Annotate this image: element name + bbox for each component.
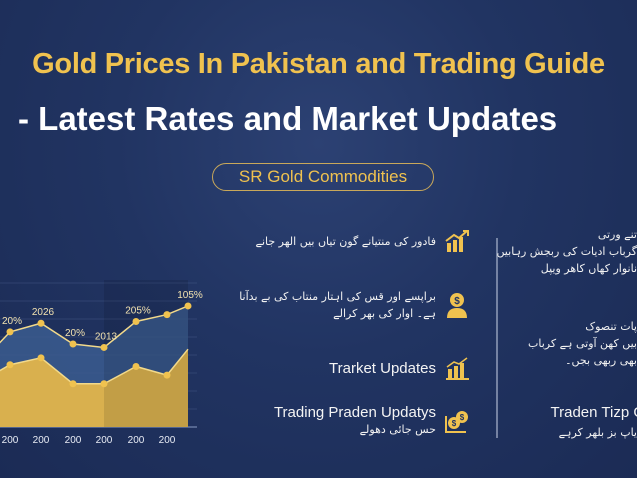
lower-point: [132, 362, 140, 370]
lower-point: [100, 380, 108, 388]
data-label: 2026: [32, 307, 55, 318]
x-tick-label: 200: [2, 435, 19, 446]
feature-text: فادور کی منتیانے گون تیاں بیں الھر جانے: [255, 234, 437, 248]
svg-text:$: $: [460, 413, 465, 422]
shaded-band: [104, 280, 188, 427]
svg-text:$: $: [452, 419, 457, 428]
upper-point: [132, 318, 140, 326]
feature-item: براپسے اور قس کی اہتار منتاب کی بے بدآنا…: [236, 288, 470, 322]
person-dollar-icon: $: [447, 293, 467, 318]
data-label: 20%: [2, 316, 22, 327]
column-divider: [496, 238, 498, 438]
bar-chart-up-icon: [445, 230, 469, 252]
data-label: 205%: [125, 306, 151, 317]
right-text-block: پات تنصوک بیں کھن آوتی ہے کرباب بھی ربھی…: [528, 320, 637, 367]
lower-line: [0, 348, 189, 385]
coins-dollar-icon: $$: [445, 411, 468, 433]
lower-point: [163, 371, 171, 379]
feature-text: براپسے اور قس کی اہتار منتاب کی بے بدآنا…: [239, 290, 436, 320]
right-text-block: تنے ورتی گرباب ادیات کی ربجش رہابیں نانو…: [496, 228, 637, 275]
data-label: 2013: [95, 331, 118, 342]
upper-point: [163, 311, 171, 319]
feature-title: Trading Praden Updatys: [273, 404, 436, 421]
data-label: 105%: [177, 290, 203, 301]
feature-title: Trarket Updates: [329, 359, 436, 377]
right-text: یاپ بز بلھر کرہے: [558, 426, 637, 439]
x-tick-label: 200: [128, 435, 145, 446]
x-tick-label: 200: [65, 435, 82, 446]
upper-point: [100, 343, 108, 351]
x-tick-label: 200: [33, 435, 50, 446]
upper-point: [69, 340, 77, 348]
x-tick-label: 200: [159, 435, 176, 446]
data-label: 20%: [65, 328, 85, 339]
upper-point: [184, 302, 192, 310]
area-chart: 20% 2026 20% 2013 205% 105% 200 200 200 200 200 200: [0, 280, 203, 446]
upper-line: [0, 305, 189, 349]
lower-point: [6, 361, 14, 369]
upper-area: [0, 305, 188, 384]
upper-point: [37, 319, 45, 327]
feature-item: Trading Praden Updatys حس جائی دھولے $ $: [274, 404, 470, 438]
svg-text:$: $: [454, 296, 460, 307]
page-title: Gold Prices In Pakistan and Trading Guid…: [32, 48, 605, 80]
page-subtitle: - Latest Rates and Market Updates: [18, 100, 558, 137]
feature-item: فادور کی منتیانے گون تیاں بیں الھر جانے: [256, 228, 471, 254]
brand-badge: SR Gold Commodities: [212, 163, 434, 191]
lower-point: [69, 380, 77, 388]
bar-chart-up-icon: [446, 357, 469, 380]
feature-text: حس جائی دھولے: [359, 423, 436, 436]
lower-point: [37, 354, 45, 362]
feature-item: Trarket Updates: [329, 355, 470, 381]
right-heading: Traden Tizp G: [550, 404, 637, 421]
upper-point: [6, 328, 14, 336]
x-tick-label: 200: [96, 435, 113, 446]
